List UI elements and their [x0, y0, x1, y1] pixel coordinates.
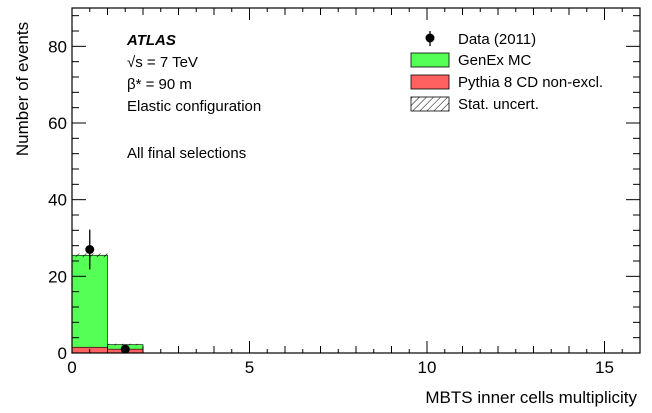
data-point-0	[85, 245, 95, 254]
beta-star-label: β* = 90 m	[127, 76, 192, 93]
experiment-label: ATLAS	[126, 32, 176, 49]
y-tick-label: 60	[48, 114, 67, 133]
legend-label-data: Data (2011)	[458, 31, 536, 48]
stat-uncert-band-1	[107, 343, 143, 346]
selection-label: All final selections	[127, 145, 246, 162]
configuration-label: Elastic configuration	[127, 98, 261, 115]
bar-genex-bin-0	[72, 254, 108, 348]
y-tick-label: 0	[58, 344, 67, 363]
energy-label: √s = 7 TeV	[127, 54, 198, 71]
legend: Data (2011) GenEx MC Pythia 8 CD non-exc…	[410, 31, 603, 113]
histogram-layer	[72, 254, 144, 353]
y-axis-label: Number of events	[13, 22, 32, 156]
axes-layer: 0 5 10 15 0 20 40 60 80	[48, 8, 641, 377]
legend-label-stat-uncert: Stat. uncert.	[458, 96, 539, 113]
x-axis-label: MBTS inner cells multiplicity	[425, 388, 637, 407]
legend-data-marker	[425, 33, 435, 43]
legend-swatch-genex	[410, 52, 450, 68]
x-tick-label: 10	[418, 358, 437, 377]
legend-label-pythia: Pythia 8 CD non-excl.	[458, 74, 603, 91]
annotation-block: ATLAS √s = 7 TeV β* = 90 m Elastic confi…	[126, 32, 261, 162]
y-tick-label: 20	[48, 267, 67, 286]
legend-swatch-pythia	[410, 74, 450, 90]
legend-swatch-stat-uncert	[410, 96, 450, 112]
x-tick-label: 0	[67, 358, 76, 377]
legend-label-genex: GenEx MC	[458, 52, 532, 69]
x-tick-label: 15	[595, 358, 614, 377]
x-tick-label: 5	[245, 358, 254, 377]
y-tick-label: 40	[48, 191, 67, 210]
y-tick-label: 80	[48, 37, 67, 56]
